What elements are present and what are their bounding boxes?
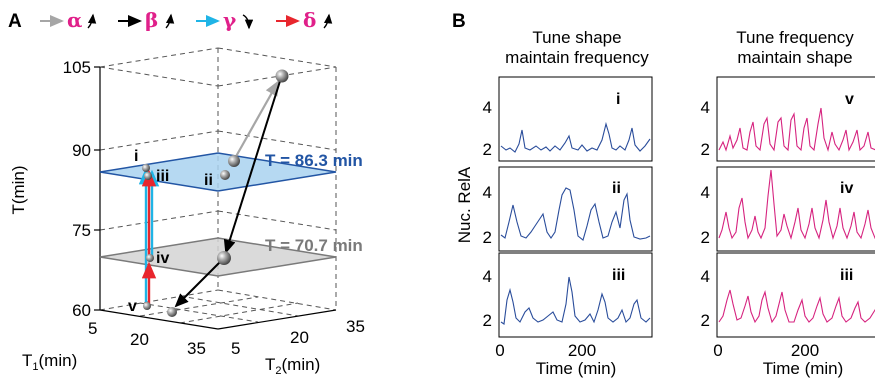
y-axis-label-main: T (265, 355, 275, 374)
panel-a-points (142, 69, 289, 317)
label-ii: ii (204, 172, 213, 189)
col1-subplots (498, 76, 653, 338)
x-axis-label-main: T (22, 351, 32, 370)
trace-i (500, 121, 651, 153)
arrow-beta-2 (174, 259, 223, 308)
label-i: i (134, 148, 138, 165)
col2-r3-label: iii (840, 267, 853, 284)
y-tick-5: 5 (231, 339, 240, 358)
col1-r1-tick4: 4 (483, 98, 492, 117)
col2-r3-tick4: 4 (701, 267, 710, 286)
legend-delta-symbol: δ (303, 8, 316, 32)
legend-alpha: α (40, 8, 97, 32)
col2-xtick-200: 200 (791, 341, 819, 360)
label-iv: iv (156, 250, 169, 267)
col1-r2-label: ii (612, 180, 621, 197)
col1-r1-label: i (616, 91, 620, 108)
y-axis-label-sub: 2 (275, 365, 281, 377)
col1-xlabel: Time (min) (536, 359, 617, 378)
col1-yticks: 4 2 4 2 4 2 (483, 98, 492, 330)
legend-beta: β (118, 8, 175, 32)
point-i (142, 164, 150, 172)
col1-r3-label: iii (612, 267, 625, 284)
trace-iv (718, 169, 875, 240)
label-iii: iii (156, 168, 169, 185)
col1-xtick-200: 200 (568, 341, 596, 360)
curve-up-icon (165, 13, 175, 29)
col1-r3-tick4: 4 (483, 267, 492, 286)
col2-r1-tick2: 2 (701, 140, 710, 159)
curve-up-icon (323, 13, 333, 29)
panel-b-label: B (452, 11, 466, 32)
z-tick-75: 75 (72, 221, 91, 240)
x-tick-20: 20 (130, 330, 149, 349)
label-v: v (128, 298, 137, 315)
col2-title-1: Tune frequency (736, 28, 854, 47)
col2-title-2: maintain shape (737, 48, 852, 67)
y-tick-20: 20 (290, 328, 309, 347)
legend-delta: δ (276, 8, 333, 32)
x-axis-label: T1(min) (22, 351, 77, 373)
col2-xtick-0: 0 (713, 341, 722, 360)
legend-alpha-symbol: α (67, 8, 82, 32)
z-axis-label: T(min) (9, 165, 28, 214)
y-tick-35: 35 (346, 317, 365, 336)
point-v-b (167, 307, 177, 317)
x-axis-label-sub: 1 (32, 361, 38, 373)
col2-traces (718, 107, 875, 324)
col2-r1-tick4: 4 (701, 98, 710, 117)
col2-yticks: 4 2 4 2 4 2 (701, 98, 710, 330)
y-axis-label-unit: (min) (282, 355, 321, 374)
col1-r1-tick2: 2 (483, 140, 492, 159)
point-v (143, 302, 151, 310)
point-beta-mid (217, 251, 231, 265)
col1-traces (500, 121, 651, 325)
point-ii-upper (228, 155, 240, 167)
x-tick-35: 35 (187, 339, 206, 358)
x-tick-5: 5 (88, 319, 97, 338)
point-iii (144, 172, 152, 180)
panel-b-ylabel: Nuc. RelA (455, 166, 474, 243)
panel-a-arrows (138, 77, 282, 308)
col1-r2-tick4: 4 (483, 183, 492, 202)
panel-a-legend: α β γ δ (40, 8, 333, 32)
z-tick-60: 60 (72, 301, 91, 320)
col2-subplots (716, 76, 875, 338)
arrow-alpha (233, 80, 280, 161)
trace-ii (500, 187, 651, 241)
col2-r1-label: v (845, 91, 854, 108)
col1-title-1: Tune shape (532, 28, 621, 47)
point-start (275, 69, 289, 83)
col2-r3-tick2: 2 (701, 311, 710, 330)
col1-xtick-0: 0 (495, 341, 504, 360)
legend-gamma: γ (196, 8, 254, 32)
col2-r2-tick2: 2 (701, 228, 710, 247)
panel-a-3d-box (94, 47, 337, 330)
plane-70-label: T = 70.7 min (265, 236, 363, 255)
trace-iii-b (718, 289, 875, 324)
col2-r2-label: iv (840, 180, 853, 197)
legend-gamma-symbol: γ (223, 8, 237, 32)
curve-up-icon (87, 13, 97, 29)
trace-v (718, 107, 875, 153)
trace-iii (500, 276, 651, 325)
point-iv (146, 254, 154, 262)
col2-xlabel: Time (min) (763, 359, 844, 378)
col1-title-2: maintain frequency (505, 48, 649, 67)
z-tick-90: 90 (72, 141, 91, 160)
arrow-beta-1 (223, 77, 282, 254)
col1-r2-tick2: 2 (483, 228, 492, 247)
col1-r3-tick2: 2 (483, 311, 492, 330)
legend-beta-symbol: β (145, 8, 158, 32)
curve-down-icon (242, 14, 254, 30)
z-tick-105: 105 (63, 58, 91, 77)
point-ii (220, 170, 230, 180)
plane-86-label: T = 86.3 min (265, 151, 363, 170)
x-axis-label-unit: (min) (39, 351, 78, 370)
col2-r2-tick4: 4 (701, 183, 710, 202)
y-axis-label: T2(min) (265, 355, 320, 377)
panel-a-label: A (8, 11, 22, 32)
